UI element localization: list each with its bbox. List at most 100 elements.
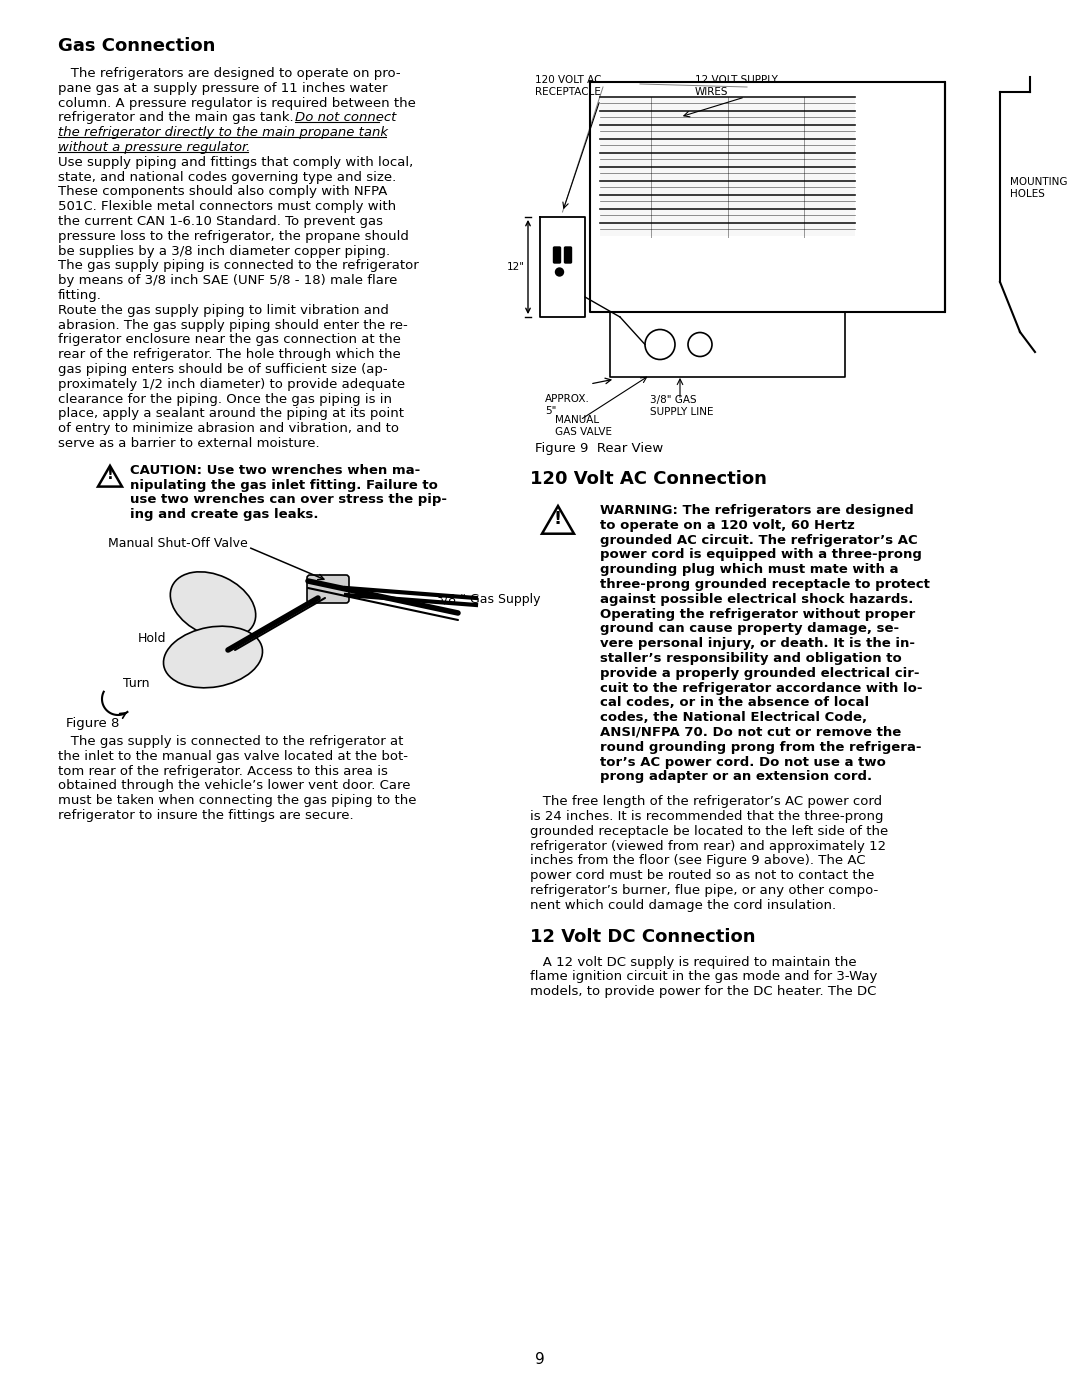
Text: against possible electrical shock hazards.: against possible electrical shock hazard… <box>600 592 914 606</box>
Text: staller’s responsibility and obligation to: staller’s responsibility and obligation … <box>600 652 902 665</box>
Ellipse shape <box>163 626 262 687</box>
Text: cuit to the refrigerator accordance with lo-: cuit to the refrigerator accordance with… <box>600 682 922 694</box>
Text: 9: 9 <box>535 1352 545 1368</box>
Text: !: ! <box>107 467 113 482</box>
Text: to operate on a 120 volt, 60 Hertz: to operate on a 120 volt, 60 Hertz <box>600 518 854 532</box>
FancyBboxPatch shape <box>554 247 561 263</box>
Text: refrigerator to insure the fittings are secure.: refrigerator to insure the fittings are … <box>58 809 353 821</box>
Text: Gas Connection: Gas Connection <box>58 36 215 54</box>
FancyBboxPatch shape <box>565 247 571 263</box>
FancyBboxPatch shape <box>600 155 855 166</box>
Text: obtained through the vehicle’s lower vent door. Care: obtained through the vehicle’s lower ven… <box>58 780 410 792</box>
Text: gas piping enters should be of sufficient size (ap-: gas piping enters should be of sufficien… <box>58 363 388 376</box>
Text: use two wrenches can over stress the pip-: use two wrenches can over stress the pip… <box>130 493 447 506</box>
Text: Figure 8: Figure 8 <box>66 717 120 731</box>
Text: the current CAN 1-6.10 Standard. To prevent gas: the current CAN 1-6.10 Standard. To prev… <box>58 215 383 228</box>
Text: 12 Volt DC Connection: 12 Volt DC Connection <box>530 928 756 946</box>
Text: serve as a barrier to external moisture.: serve as a barrier to external moisture. <box>58 437 320 450</box>
Text: vere personal injury, or death. It is the in-: vere personal injury, or death. It is th… <box>600 637 915 650</box>
FancyBboxPatch shape <box>600 169 855 180</box>
Text: tom rear of the refrigerator. Access to this area is: tom rear of the refrigerator. Access to … <box>58 764 388 778</box>
Text: power cord must be routed so as not to contact the: power cord must be routed so as not to c… <box>530 869 875 882</box>
Text: !: ! <box>554 510 562 528</box>
Text: APPROX.
5": APPROX. 5" <box>545 394 590 415</box>
FancyBboxPatch shape <box>600 141 855 152</box>
Circle shape <box>555 268 564 277</box>
Text: must be taken when connecting the gas piping to the: must be taken when connecting the gas pi… <box>58 795 417 807</box>
Text: rear of the refrigerator. The hole through which the: rear of the refrigerator. The hole throu… <box>58 348 401 362</box>
Text: grounding plug which must mate with a: grounding plug which must mate with a <box>600 563 899 576</box>
Text: fitting.: fitting. <box>58 289 102 302</box>
Text: Operating the refrigerator without proper: Operating the refrigerator without prope… <box>600 608 915 620</box>
Text: 501C. Flexible metal connectors must comply with: 501C. Flexible metal connectors must com… <box>58 200 396 214</box>
Text: Use supply piping and fittings that comply with local,: Use supply piping and fittings that comp… <box>58 156 414 169</box>
Text: the inlet to the manual gas valve located at the bot-: the inlet to the manual gas valve locate… <box>58 750 408 763</box>
Text: pressure loss to the refrigerator, the propane should: pressure loss to the refrigerator, the p… <box>58 229 409 243</box>
Text: flame ignition circuit in the gas mode and for 3-Way: flame ignition circuit in the gas mode a… <box>530 971 877 983</box>
Text: provide a properly grounded electrical cir-: provide a properly grounded electrical c… <box>600 666 919 680</box>
FancyBboxPatch shape <box>600 126 855 137</box>
FancyBboxPatch shape <box>600 98 855 109</box>
Text: by means of 3/8 inch SAE (UNF 5/8 - 18) male flare: by means of 3/8 inch SAE (UNF 5/8 - 18) … <box>58 274 397 288</box>
Text: Do not connect: Do not connect <box>295 112 396 124</box>
Text: is 24 inches. It is recommended that the three-prong: is 24 inches. It is recommended that the… <box>530 810 883 823</box>
Text: refrigerator and the main gas tank.: refrigerator and the main gas tank. <box>58 112 298 124</box>
Text: These components should also comply with NFPA: These components should also comply with… <box>58 186 388 198</box>
Text: ground can cause property damage, se-: ground can cause property damage, se- <box>600 623 900 636</box>
Text: refrigerator (viewed from rear) and approximately 12: refrigerator (viewed from rear) and appr… <box>530 840 886 852</box>
Ellipse shape <box>171 571 256 638</box>
Text: Manual Shut-Off Valve: Manual Shut-Off Valve <box>108 536 247 550</box>
Text: The gas supply piping is connected to the refrigerator: The gas supply piping is connected to th… <box>58 260 419 272</box>
Text: refrigerator’s burner, flue pipe, or any other compo-: refrigerator’s burner, flue pipe, or any… <box>530 884 878 897</box>
Text: 120 VOLT AC
RECEPTACLE: 120 VOLT AC RECEPTACLE <box>535 75 602 96</box>
Text: Turn: Turn <box>123 678 149 690</box>
Text: grounded AC circuit. The refrigerator’s AC: grounded AC circuit. The refrigerator’s … <box>600 534 918 546</box>
Text: without a pressure regulator.: without a pressure regulator. <box>58 141 251 154</box>
Text: grounded receptacle be located to the left side of the: grounded receptacle be located to the le… <box>530 824 888 838</box>
Text: column. A pressure regulator is required between the: column. A pressure regulator is required… <box>58 96 416 109</box>
Text: Hold: Hold <box>138 631 166 645</box>
FancyBboxPatch shape <box>307 576 349 604</box>
Text: be supplies by a 3/8 inch diameter copper piping.: be supplies by a 3/8 inch diameter coppe… <box>58 244 390 257</box>
Text: 3/8 " Gas Supply: 3/8 " Gas Supply <box>436 592 540 606</box>
Text: nipulating the gas inlet fitting. Failure to: nipulating the gas inlet fitting. Failur… <box>130 479 437 492</box>
Text: clearance for the piping. Once the gas piping is in: clearance for the piping. Once the gas p… <box>58 393 392 405</box>
Text: nent which could damage the cord insulation.: nent which could damage the cord insulat… <box>530 898 836 912</box>
Text: prong adapter or an extension cord.: prong adapter or an extension cord. <box>600 770 873 784</box>
FancyBboxPatch shape <box>600 183 855 194</box>
Text: the refrigerator directly to the main propane tank: the refrigerator directly to the main pr… <box>58 126 388 140</box>
Text: 12 VOLT SUPPLY
WIRES: 12 VOLT SUPPLY WIRES <box>696 75 778 96</box>
Text: three-prong grounded receptacle to protect: three-prong grounded receptacle to prote… <box>600 578 930 591</box>
Text: place, apply a sealant around the piping at its point: place, apply a sealant around the piping… <box>58 408 404 420</box>
Text: models, to provide power for the DC heater. The DC: models, to provide power for the DC heat… <box>530 985 876 999</box>
Text: proximately 1/2 inch diameter) to provide adequate: proximately 1/2 inch diameter) to provid… <box>58 377 405 391</box>
Text: WARNING: The refrigerators are designed: WARNING: The refrigerators are designed <box>600 504 914 517</box>
Text: tor’s AC power cord. Do not use a two: tor’s AC power cord. Do not use a two <box>600 756 886 768</box>
Text: round grounding prong from the refrigera-: round grounding prong from the refrigera… <box>600 740 921 754</box>
FancyBboxPatch shape <box>600 112 855 123</box>
Text: 12": 12" <box>507 263 525 272</box>
Text: power cord is equipped with a three-prong: power cord is equipped with a three-pron… <box>600 549 922 562</box>
Text: ANSI/NFPA 70. Do not cut or remove the: ANSI/NFPA 70. Do not cut or remove the <box>600 726 901 739</box>
Text: Figure 9  Rear View: Figure 9 Rear View <box>535 441 663 455</box>
Text: 3/8" GAS
SUPPLY LINE: 3/8" GAS SUPPLY LINE <box>650 395 714 416</box>
Text: pane gas at a supply pressure of 11 inches water: pane gas at a supply pressure of 11 inch… <box>58 82 388 95</box>
Text: MOUNTING
HOLES: MOUNTING HOLES <box>1010 177 1067 198</box>
FancyBboxPatch shape <box>600 197 855 208</box>
Text: MANUAL
GAS VALVE: MANUAL GAS VALVE <box>555 415 612 437</box>
Text: codes, the National Electrical Code,: codes, the National Electrical Code, <box>600 711 867 724</box>
Text: of entry to minimize abrasion and vibration, and to: of entry to minimize abrasion and vibrat… <box>58 422 399 436</box>
Text: The free length of the refrigerator’s AC power cord: The free length of the refrigerator’s AC… <box>530 795 882 809</box>
FancyBboxPatch shape <box>600 211 855 222</box>
Polygon shape <box>542 506 573 534</box>
Text: 120 Volt AC Connection: 120 Volt AC Connection <box>530 469 767 488</box>
FancyBboxPatch shape <box>600 225 855 236</box>
Text: ing and create gas leaks.: ing and create gas leaks. <box>130 509 319 521</box>
Text: inches from the floor (see Figure 9 above). The AC: inches from the floor (see Figure 9 abov… <box>530 855 865 868</box>
Text: CAUTION: Use two wrenches when ma-: CAUTION: Use two wrenches when ma- <box>130 464 420 476</box>
Text: Route the gas supply piping to limit vibration and: Route the gas supply piping to limit vib… <box>58 303 389 317</box>
Text: The gas supply is connected to the refrigerator at: The gas supply is connected to the refri… <box>58 735 403 747</box>
Text: abrasion. The gas supply piping should enter the re-: abrasion. The gas supply piping should e… <box>58 319 408 331</box>
Text: state, and national codes governing type and size.: state, and national codes governing type… <box>58 170 396 183</box>
Text: frigerator enclosure near the gas connection at the: frigerator enclosure near the gas connec… <box>58 334 401 346</box>
